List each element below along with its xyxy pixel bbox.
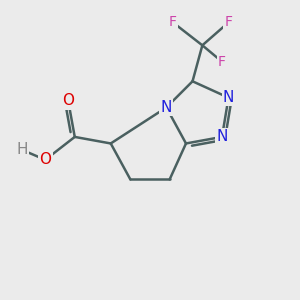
Text: O: O <box>62 93 74 108</box>
Text: N: N <box>216 129 228 144</box>
Text: F: F <box>169 15 177 29</box>
Text: N: N <box>223 90 234 105</box>
Text: H: H <box>17 142 28 158</box>
Text: F: F <box>218 55 226 69</box>
Text: O: O <box>39 152 51 167</box>
Text: N: N <box>161 100 172 115</box>
Text: F: F <box>224 15 232 29</box>
